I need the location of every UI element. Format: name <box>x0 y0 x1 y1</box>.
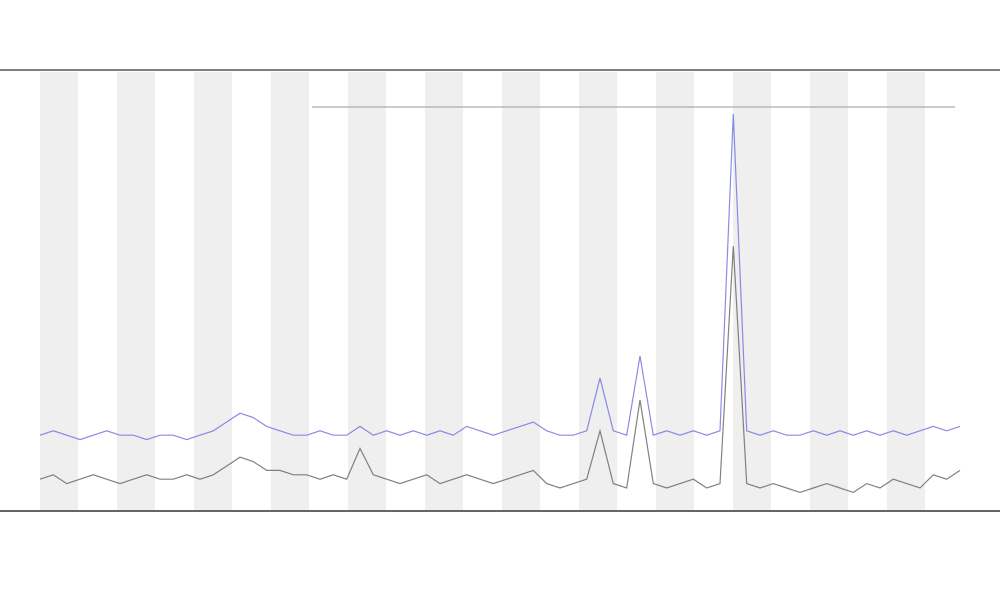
band <box>194 72 232 510</box>
band <box>502 72 540 510</box>
band <box>117 72 155 510</box>
band <box>271 72 309 510</box>
band <box>579 72 617 510</box>
band <box>810 72 848 510</box>
band <box>887 72 925 510</box>
background-bands <box>40 72 925 510</box>
band <box>40 72 78 510</box>
band <box>348 72 386 510</box>
series-line <box>39 113 961 441</box>
band <box>425 72 463 510</box>
band <box>656 72 694 510</box>
series-line <box>39 245 961 494</box>
band <box>733 72 771 510</box>
